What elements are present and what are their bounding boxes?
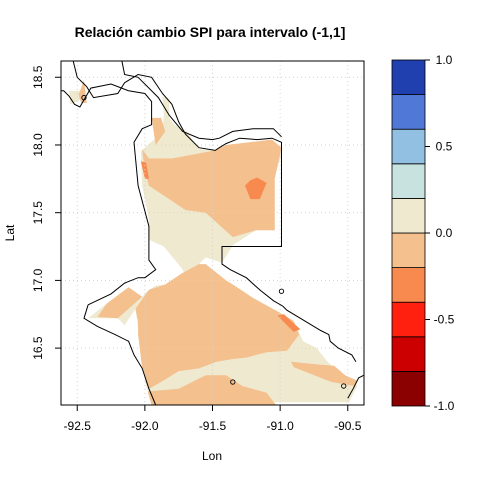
colorbar-swatch: [391, 163, 426, 199]
x-axis-label: Lon: [202, 449, 222, 463]
x-axis: -92.5 -92.0 -91.5 -91.0 -90.5: [64, 405, 362, 433]
colorbar: -1.0 -0.5 0.0 0.5 1.0: [391, 53, 455, 413]
marker-point: [278, 288, 285, 294]
x-tick-label: -91.5: [199, 419, 227, 433]
x-tick-label: -92.0: [131, 419, 159, 433]
y-tick-label: 18.5: [31, 65, 45, 89]
boundary-line: [83, 304, 157, 406]
y-tick-label: 18.0: [31, 133, 45, 157]
heatmap-region: [291, 361, 358, 386]
y-axis: 16.5 17.0 17.5 18.0 18.5: [31, 65, 61, 360]
chart-title: Relación cambio SPI para intervalo (-1,1…: [75, 24, 346, 40]
colorbar-tick-label: 1.0: [436, 53, 453, 67]
colorbar-tick-label: 0.0: [436, 226, 453, 240]
colorbar-swatch: [391, 94, 426, 130]
colorbar-swatch: [391, 301, 426, 338]
y-axis-label: Lat: [3, 224, 17, 241]
heatmap-regions: [69, 80, 358, 405]
marker-point: [230, 379, 236, 385]
gridlines: [61, 61, 364, 405]
heatmap-region: [97, 287, 143, 319]
colorbar-tick-label: 0.5: [436, 140, 453, 154]
heatmap-region: [78, 80, 87, 103]
colorbar-swatch: [391, 197, 426, 234]
heatmap-region: [142, 139, 282, 238]
colorbar-swatch: [391, 59, 426, 95]
colorbar-swatch: [391, 370, 426, 407]
colorbar-tick-label: -1.0: [434, 399, 455, 413]
colorbar-swatch: [391, 232, 426, 268]
y-tick-label: 17.5: [31, 201, 45, 225]
marker-point: [81, 94, 87, 101]
x-tick-label: -91.0: [266, 419, 294, 433]
y-tick-label: 16.5: [31, 336, 45, 360]
x-tick-label: -90.5: [334, 419, 362, 433]
map-boundaries: [61, 60, 365, 406]
heatmap-region: [245, 177, 267, 200]
colorbar-tick-label: -0.5: [434, 313, 455, 327]
x-tick-label: -92.5: [64, 419, 92, 433]
boundary-line: [72, 60, 357, 362]
colorbar-swatch: [391, 336, 426, 372]
heatmap-region: [147, 375, 277, 405]
y-tick-label: 17.0: [31, 268, 45, 292]
heatmap-region: [277, 314, 301, 332]
boundary-line: [347, 374, 365, 399]
boundary-line: [61, 83, 157, 306]
colorbar-swatch: [391, 267, 426, 303]
boundary-line: [121, 60, 282, 141]
colorbar-swatch: [391, 128, 426, 165]
marker-point: [341, 383, 347, 389]
heatmap-region: [151, 117, 166, 145]
map-markers: [81, 94, 347, 389]
heatmap-region: [135, 264, 300, 389]
